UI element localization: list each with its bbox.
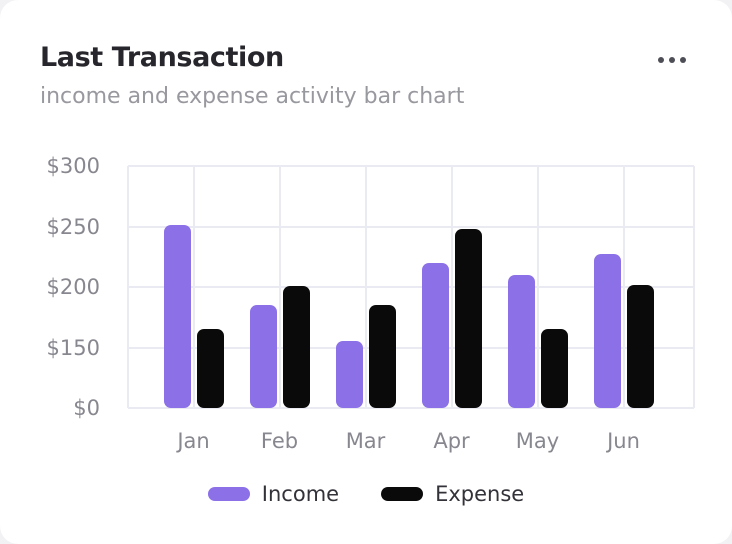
gridline-horizontal — [128, 165, 694, 167]
y-tick-label: $200 — [46, 275, 100, 299]
y-axis-labels: $0 $150 $200 $250 $300 — [0, 154, 100, 420]
bar-expense-apr — [454, 228, 482, 408]
bar-expense-may — [540, 329, 568, 408]
x-tick-label: Jun — [607, 429, 640, 453]
bar-expense-jan — [196, 329, 224, 408]
gridline-vertical — [622, 166, 625, 408]
legend-swatch-expense — [381, 487, 424, 501]
plot-border — [127, 166, 129, 408]
bar-expense-mar — [368, 305, 396, 408]
bar-income-may — [507, 274, 535, 408]
gridline-horizontal — [128, 286, 694, 288]
gridline-vertical — [450, 166, 453, 408]
legend-label: Expense — [435, 482, 525, 506]
plot-border — [693, 166, 695, 408]
gridline-vertical — [278, 166, 281, 408]
gridline-vertical — [192, 166, 195, 408]
x-tick-label: Mar — [345, 429, 386, 453]
y-tick-label: $300 — [46, 154, 100, 178]
gridline-horizontal — [128, 225, 694, 228]
gridline-vertical — [536, 166, 539, 408]
bar-income-jun — [593, 254, 621, 408]
x-tick-label: Feb — [260, 429, 299, 453]
card-title: Last Transaction — [40, 42, 284, 73]
gridline-vertical — [364, 166, 367, 408]
y-tick-label: $250 — [46, 214, 100, 239]
y-tick-label: $150 — [46, 335, 100, 360]
bar-expense-feb — [282, 285, 310, 408]
bar-income-apr — [421, 262, 449, 408]
x-tick-label: Apr — [433, 429, 470, 453]
legend-item-expense[interactable]: Expense — [381, 482, 524, 506]
legend-item-income[interactable]: Income — [207, 482, 340, 506]
ellipsis-menu-button[interactable] — [644, 44, 700, 76]
legend-swatch-income — [207, 487, 250, 501]
chart-legend: Income Expense — [0, 482, 732, 506]
legend-label: Income — [261, 482, 340, 506]
ellipsis-horizontal-icon — [658, 57, 686, 63]
gridline-horizontal — [128, 407, 694, 409]
x-tick-label: May — [515, 429, 560, 453]
bar-expense-jun — [626, 284, 654, 408]
bar-income-feb — [249, 305, 277, 408]
bar-income-mar — [335, 341, 363, 408]
x-axis-labels: Jan Feb Mar Apr May Jun — [128, 429, 694, 455]
plot-area — [127, 165, 695, 409]
gridline-horizontal — [128, 346, 694, 349]
bar-income-jan — [163, 225, 191, 408]
y-tick-label: $0 — [73, 396, 100, 420]
card-subtitle: income and expense activity bar chart — [40, 84, 465, 109]
x-tick-label: Jan — [177, 429, 210, 453]
